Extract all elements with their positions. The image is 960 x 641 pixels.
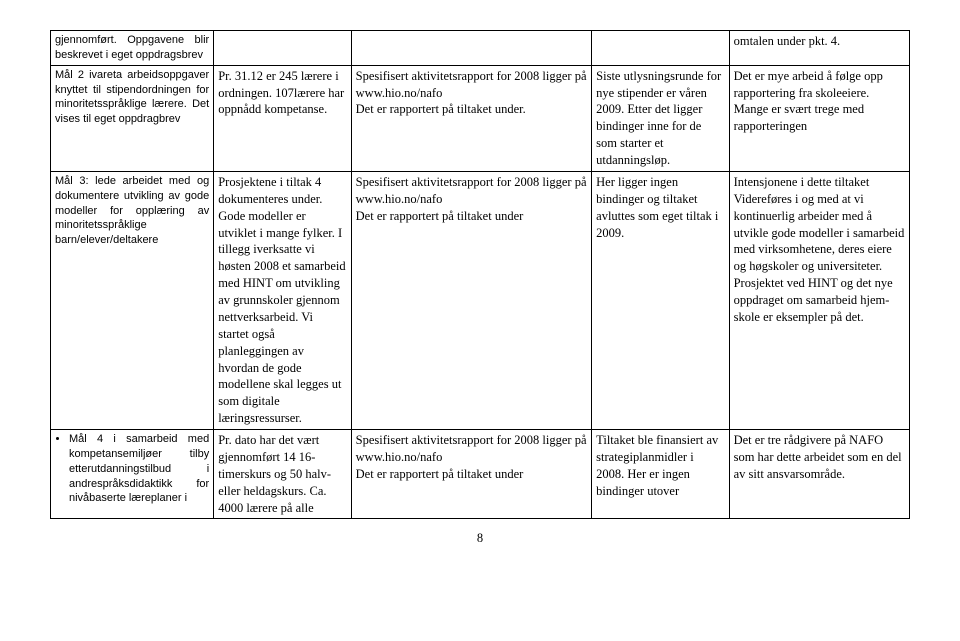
table-row: gjennomført. Oppgavene blir beskrevet i … <box>51 31 910 66</box>
cell-report: Spesifisert aktivitetsrapport for 2008 l… <box>351 171 592 429</box>
cell-goal: gjennomført. Oppgavene blir beskrevet i … <box>51 31 214 66</box>
cell-status: Pr. 31.12 er 245 lærere i ordningen. 107… <box>214 65 351 171</box>
cell-status <box>214 31 351 66</box>
cell-goal: Mål 3: lede arbeidet med og dokumentere … <box>51 171 214 429</box>
cell-binding: Her ligger ingen bindinger og tiltaket a… <box>592 171 729 429</box>
cell-report: Spesifisert aktivitetsrapport for 2008 l… <box>351 430 592 519</box>
page-number: 8 <box>50 531 910 546</box>
cell-report <box>351 31 592 66</box>
cell-comment: Det er mye arbeid å følge opp rapporteri… <box>729 65 909 171</box>
cell-goal: Mål 2 ivareta arbeidsoppgaver knyttet ti… <box>51 65 214 171</box>
cell-goal: Mål 4 i samarbeid med kompetansemiljøer … <box>51 430 214 519</box>
cell-comment: omtalen under pkt. 4. <box>729 31 909 66</box>
cell-comment: Det er tre rådgivere på NAFO som har det… <box>729 430 909 519</box>
table-row: Mål 3: lede arbeidet med og dokumentere … <box>51 171 910 429</box>
cell-binding <box>592 31 729 66</box>
document-table: gjennomført. Oppgavene blir beskrevet i … <box>50 30 910 519</box>
cell-binding: Tiltaket ble finansiert av strategiplanm… <box>592 430 729 519</box>
table-row: Mål 4 i samarbeid med kompetansemiljøer … <box>51 430 910 519</box>
cell-binding: Siste utlysningsrunde for nye stipender … <box>592 65 729 171</box>
table-row: Mål 2 ivareta arbeidsoppgaver knyttet ti… <box>51 65 910 171</box>
bullet-item: Mål 4 i samarbeid med kompetansemiljøer … <box>69 432 209 506</box>
cell-status: Prosjektene i tiltak 4 dokumenteres unde… <box>214 171 351 429</box>
cell-comment: Intensjonene i dette tiltaket Videreføre… <box>729 171 909 429</box>
cell-status: Pr. dato har det vært gjennomført 14 16-… <box>214 430 351 519</box>
cell-report: Spesifisert aktivitetsrapport for 2008 l… <box>351 65 592 171</box>
